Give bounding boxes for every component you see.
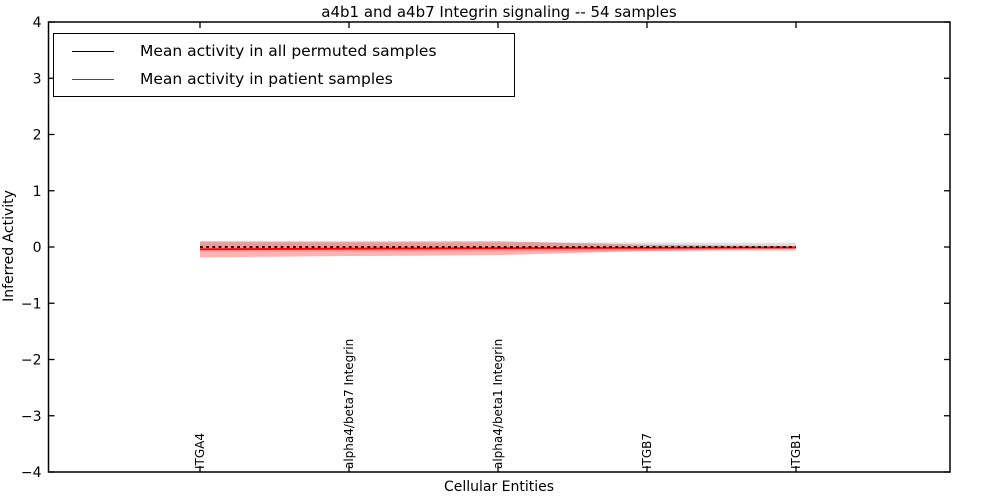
chart-title: a4b1 and a4b7 Integrin signaling -- 54 s…: [321, 3, 677, 21]
y-tick-label: −4: [21, 465, 42, 481]
y-tick-label: 4: [33, 15, 42, 31]
legend-entry-permuted: Mean activity in all permuted samples: [54, 38, 514, 64]
y-tick-label: −2: [21, 353, 42, 369]
legend-entry-patient: Mean activity in patient samples: [54, 66, 514, 92]
x-tick-label: ITGA4: [193, 433, 207, 469]
x-axis-label: Cellular Entities: [443, 479, 555, 495]
x-tick-label: ITGB7: [640, 433, 654, 469]
x-tick-label: ITGB1: [789, 433, 803, 469]
legend-label: Mean activity in all permuted samples: [140, 42, 437, 60]
legend-line-sample: [72, 78, 114, 80]
y-tick-label: 2: [33, 128, 42, 144]
y-tick-label: 3: [33, 71, 42, 87]
legend-line-sample: [72, 50, 114, 52]
legend-label: Mean activity in patient samples: [140, 70, 393, 88]
y-tick-label: 1: [33, 184, 42, 200]
y-tick-label: −3: [21, 409, 42, 425]
legend: Mean activity in all permuted samples Me…: [53, 33, 515, 97]
y-tick-label: 0: [33, 240, 42, 256]
band-patient: [200, 241, 796, 258]
y-tick-label: −1: [21, 296, 42, 312]
x-tick-label: alpha4/beta7 Integrin: [342, 339, 356, 469]
y-axis-label: Inferred Activity: [1, 190, 17, 302]
x-tick-label: alpha4/beta1 Integrin: [491, 339, 505, 469]
